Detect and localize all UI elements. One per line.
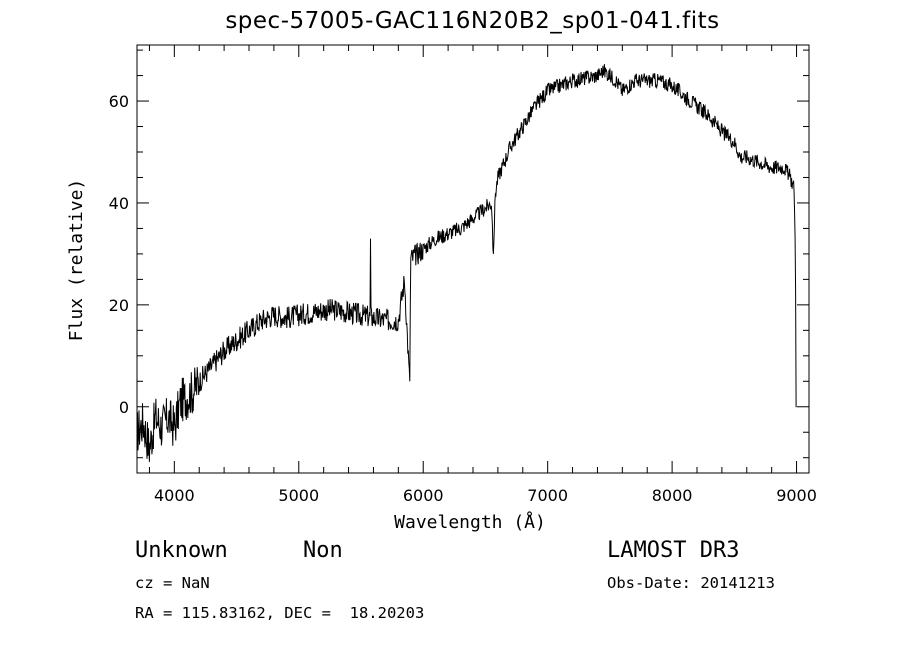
x-tick-label: 8000 [652,486,693,505]
object-subclass: Non [303,538,343,563]
axis-ticks [137,45,809,473]
y-axis-label: Flux (relative) [66,179,87,342]
y-tick-label: 0 [119,398,129,417]
object-class: Unknown [135,538,228,563]
redshift-value: cz = NaN [135,574,210,592]
chart-title: spec-57005-GAC116N20B2_sp01-041.fits [225,8,720,34]
spectrum-line [136,64,797,462]
survey-name: LAMOST DR3 [607,538,740,563]
plot-frame [136,44,810,474]
x-tick-label: 6000 [403,486,444,505]
observation-date: Obs-Date: 20141213 [607,574,775,592]
y-tick-label: 60 [109,92,129,111]
x-tick-label: 4000 [154,486,195,505]
x-tick-label: 5000 [278,486,319,505]
x-tick-label: 7000 [527,486,568,505]
axis-tick-labels: 4000 5000 6000 7000 8000 9000 0 20 40 60 [109,92,817,505]
y-tick-label: 20 [109,296,129,315]
x-axis-label: Wavelength (Å) [394,511,546,533]
coordinates: RA = 115.83162, DEC = 18.20203 [135,604,425,622]
x-tick-label: 9000 [776,486,817,505]
y-tick-label: 40 [109,194,129,213]
